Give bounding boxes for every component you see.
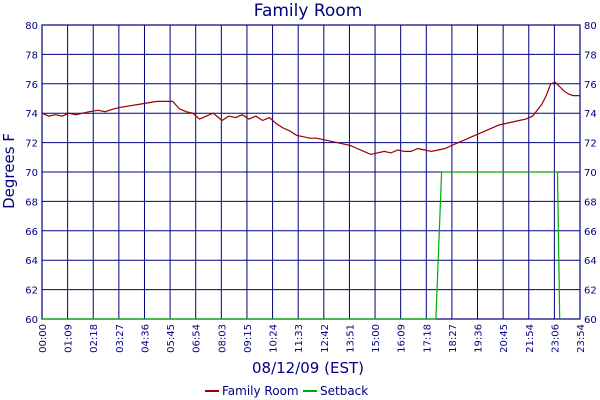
y-tick-label-left: 74 (25, 109, 38, 120)
x-tick-label: 19:36 (474, 324, 485, 353)
y-tick-label-right: 76 (584, 80, 597, 91)
x-tick-label: 23:06 (550, 324, 561, 353)
x-tick-label: 02:18 (89, 324, 100, 353)
x-tick-label: 11:33 (294, 324, 305, 353)
x-axis-label: 08/12/09 (EST) (252, 359, 364, 377)
y-tick-label-right: 80 (584, 21, 597, 32)
x-tick-label: 04:36 (140, 324, 151, 353)
x-tick-label: 09:15 (243, 324, 254, 353)
x-tick-label: 21:54 (525, 324, 536, 353)
y-tick-label-left: 72 (25, 139, 38, 150)
x-tick-label: 13:51 (345, 324, 356, 353)
y-tick-label-left: 66 (25, 227, 38, 238)
x-tick-label: 03:27 (115, 324, 126, 353)
y-tick-label-left: 80 (25, 21, 38, 32)
chart-title: Family Room (254, 1, 363, 21)
y-tick-label-left: 68 (25, 197, 38, 208)
x-tick-label: 12:42 (320, 324, 331, 353)
y-tick-label-right: 66 (584, 227, 597, 238)
x-tick-label: 08:03 (217, 324, 228, 353)
x-tick-label: 18:27 (448, 324, 459, 353)
y-axis-left-ticks: 60 62 64 66 68 70 72 74 76 78 80 (25, 21, 38, 326)
y-tick-label-left: 60 (25, 315, 38, 326)
x-tick-label: 17:18 (422, 324, 433, 353)
x-axis-ticks: 00:00 01:09 02:18 03:27 04:36 05:45 06:54 08:03… (38, 324, 587, 353)
y-tick-label-right: 70 (584, 168, 597, 179)
y-tick-label-right: 68 (584, 197, 597, 208)
x-tick-label: 15:00 (371, 324, 382, 353)
y-tick-label-right: 64 (584, 256, 597, 267)
series-line-setback (42, 171, 561, 320)
y-tick-label-left: 64 (25, 256, 38, 267)
y-axis-label: Degrees F (0, 133, 18, 209)
y-axis-right-ticks: 60 62 64 66 68 70 72 74 76 78 80 (584, 21, 597, 326)
y-tick-label-left: 62 (25, 286, 38, 297)
x-tick-label: 05:45 (166, 324, 177, 353)
y-tick-label-right: 60 (584, 315, 597, 326)
y-tick-label-right: 72 (584, 139, 597, 150)
legend: Family Room Setback (205, 384, 368, 398)
y-tick-label-left: 70 (25, 168, 38, 179)
x-tick-label: 10:24 (269, 324, 280, 353)
y-tick-label-left: 76 (25, 80, 38, 91)
x-tick-label: 01:09 (64, 324, 75, 353)
series-layer (41, 81, 580, 320)
x-tick-label: 20:45 (499, 324, 510, 353)
x-tick-label: 23:54 (576, 324, 587, 353)
y-tick-label-left: 78 (25, 50, 38, 61)
x-tick-label: 06:54 (192, 324, 203, 353)
legend-family-room-label: Family Room (222, 384, 299, 398)
legend-setback-label: Setback (320, 384, 368, 398)
x-tick-label: 16:09 (397, 324, 408, 353)
y-tick-label-right: 78 (584, 50, 597, 61)
series-line-family-room (41, 81, 580, 156)
y-tick-label-right: 74 (584, 109, 597, 120)
x-tick-label: 00:00 (38, 324, 49, 353)
y-tick-label-right: 62 (584, 286, 597, 297)
